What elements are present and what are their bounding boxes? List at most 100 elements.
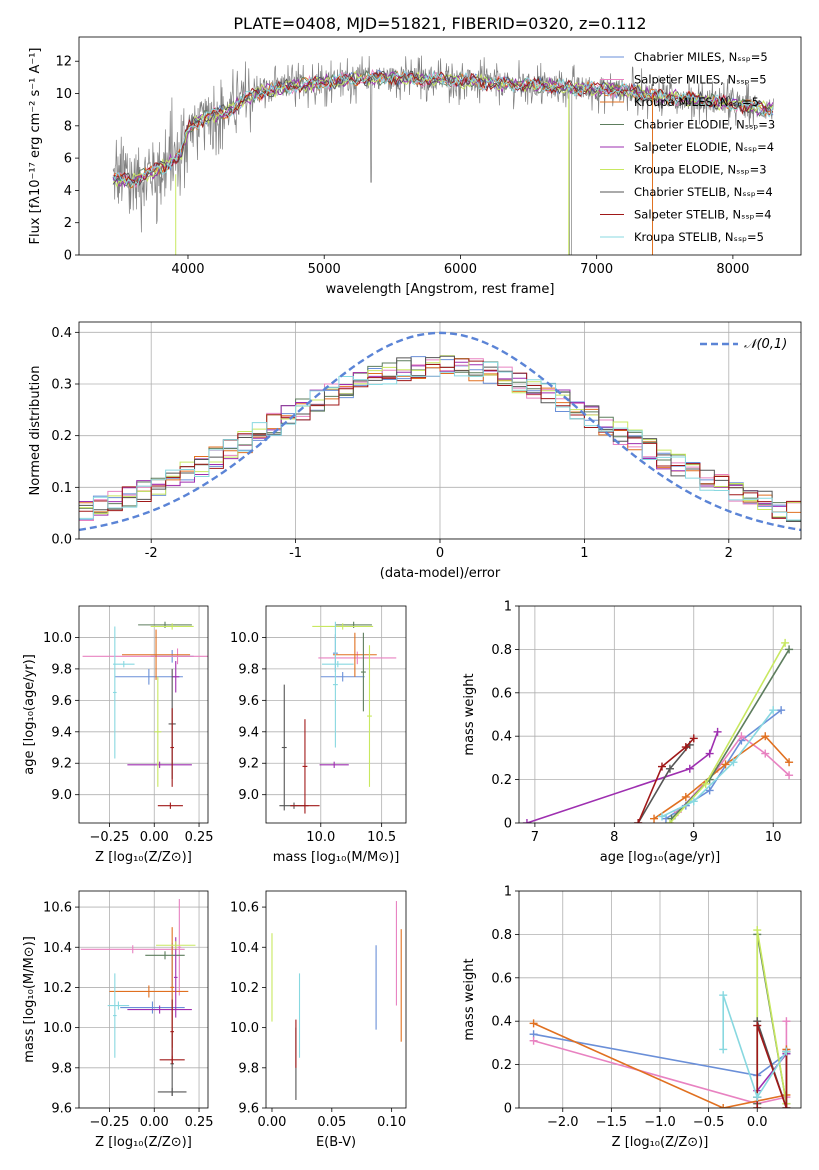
weight-marker <box>721 760 730 769</box>
axes-frame <box>265 605 407 824</box>
y-tick-label: 0.8 <box>491 643 512 658</box>
x-tick-label: 4000 <box>171 262 204 277</box>
weight-marker <box>785 758 794 767</box>
x-tick-label: 0.10 <box>377 1115 406 1130</box>
y-axis-label: age [log₁₀(age/yr)] <box>22 654 37 775</box>
weight-marker <box>713 727 722 736</box>
y-tick-label: 12 <box>55 55 72 70</box>
legend-entry-4: Salpeter ELODIE, Nₛₛₚ=4 <box>634 140 774 154</box>
panel-age-vs-Z: −0.25 0.00 0.25 9.0 9.2 9.4 9.6 9.8 10.0 Z [log₁₀… <box>22 605 214 865</box>
x-tick-label: 0.00 <box>140 1115 169 1130</box>
y-tick-label: 9.0 <box>238 788 259 803</box>
errorbar-point-10 <box>281 684 287 811</box>
x-tick-label: 0.00 <box>140 830 169 845</box>
errorbar-point-8 <box>173 937 178 1018</box>
y-tick-label: 9.6 <box>238 1102 259 1117</box>
spectrum-legend: Chabrier MILES, Nₛₛₚ=5 Salpeter MILES, Nₛ… <box>600 50 775 244</box>
axes-frame <box>265 890 407 1109</box>
weight-line-5 <box>756 929 788 1108</box>
x-axis-label: E(B-V) <box>316 1135 356 1150</box>
x-tick-label: 0.25 <box>185 1115 214 1130</box>
x-tick-label: −0.5 <box>693 1115 725 1130</box>
x-axis-label: (data-model)/error <box>380 566 501 581</box>
y-tick-label: 1 <box>504 600 512 615</box>
weight-marker <box>719 1104 728 1108</box>
errorbar-point-6 <box>145 951 185 960</box>
legend-entry-3: Chabrier ELODIE, Nₛₛₚ=3 <box>634 118 775 132</box>
x-tick-label: −0.25 <box>90 830 130 845</box>
panel-mass-vs-Z: −0.25 0.00 0.25 9.6 9.8 10.0 10.2 10.4 10.6 Z [lo… <box>22 890 214 1150</box>
errorbar-point-0 <box>320 672 365 682</box>
x-tick-label: 10.0 <box>306 830 335 845</box>
legend-entry-5: Kroupa ELODIE, Nₛₛₚ=3 <box>634 163 767 177</box>
y-tick-label: 10.6 <box>43 901 72 916</box>
panel-age-vs-mass: 10.0 10.5 9.0 9.2 9.4 9.6 9.8 10.0 mass [log₁₀(M… <box>230 605 407 865</box>
y-tick-label: 10.0 <box>230 1021 259 1036</box>
errorbar-point-8 <box>367 645 372 787</box>
errorbar-point-13 <box>322 661 354 668</box>
y-tick-label: 9.8 <box>51 1061 72 1076</box>
x-tick-label: −0.25 <box>90 1115 130 1130</box>
plot-area <box>519 891 801 1108</box>
weight-line-8 <box>661 709 774 818</box>
weight-marker <box>665 764 674 773</box>
y-tick-label: 0.8 <box>491 928 512 943</box>
panel-weight-vs-age: 7 8 9 10 0 0.2 0.4 0.6 0.8 1 age [log₁₀(age/yr)] ma… <box>462 600 802 865</box>
y-tick-label: 0.2 <box>51 429 72 444</box>
y-tick-label: 9.2 <box>238 757 259 772</box>
legend-entry-8: Kroupa STELIB, Nₛₛₚ=5 <box>634 230 764 244</box>
y-tick-label: 10.2 <box>230 981 259 996</box>
weight-line-4 <box>526 731 719 823</box>
x-tick-label: 8 <box>610 830 618 845</box>
x-tick-label: 10.5 <box>367 830 396 845</box>
axes-frame <box>518 605 802 824</box>
weight-marker <box>705 749 714 758</box>
weight-marker <box>529 1036 538 1045</box>
y-tick-label: 0.0 <box>51 533 72 548</box>
axes-frame <box>78 890 209 1109</box>
y-tick-label: 0.4 <box>51 326 72 341</box>
residual-histogram-7 <box>79 358 801 519</box>
y-axis-label: Flux [fλ10⁻¹⁷ erg cm⁻² s⁻¹ A⁻¹] <box>28 48 43 245</box>
errorbar-point-9 <box>156 941 196 950</box>
weight-marker <box>753 1021 762 1030</box>
y-axis-label: mass weight <box>462 673 477 755</box>
residual-histogram-8 <box>79 361 801 521</box>
weight-marker <box>657 762 666 771</box>
y-tick-label: 0 <box>504 817 512 832</box>
y-tick-label: 0.3 <box>51 378 72 393</box>
weight-marker <box>781 638 790 647</box>
x-tick-label: 1 <box>580 546 588 561</box>
model-line-8 <box>112 69 774 186</box>
weight-marker <box>634 819 643 823</box>
axes-frame <box>78 36 802 256</box>
x-tick-label: 7 <box>531 830 539 845</box>
x-tick-label: 6000 <box>444 262 477 277</box>
weight-marker <box>705 786 714 795</box>
plot-area <box>266 606 406 823</box>
errorbar-point-10 <box>157 802 183 809</box>
weight-marker <box>753 1093 762 1102</box>
panel-mass-vs-ebv: 0.00 0.05 0.10 9.6 9.8 10.0 10.2 10.4 10.6 E(B-V) <box>230 890 407 1150</box>
panel-weight-vs-Z: −2.0 −1.5 −1.0 −0.5 0.0 0 0.2 0.4 0.6 0.8 1 Z [log₁… <box>462 885 802 1150</box>
weight-marker <box>782 1017 791 1026</box>
y-tick-label: 0.4 <box>491 730 512 745</box>
x-tick-label: 8000 <box>716 262 749 277</box>
errorbar-point-7 <box>154 676 162 787</box>
weight-marker <box>650 814 659 823</box>
errorbar-point-15 <box>113 973 117 1058</box>
y-tick-label: 10.6 <box>230 901 259 916</box>
y-tick-label: 10 <box>55 87 72 102</box>
x-tick-label: -1 <box>289 546 302 561</box>
weight-marker <box>529 1019 538 1028</box>
gaussian-curve <box>79 331 801 532</box>
x-axis-label: age [log₁₀(age/yr)] <box>600 850 721 865</box>
x-tick-label: -2 <box>145 546 158 561</box>
weight-marker <box>657 812 666 821</box>
weight-line-7 <box>637 737 695 823</box>
errorbar-point-6 <box>319 761 349 768</box>
plot-area <box>79 891 208 1108</box>
x-tick-label: −1.5 <box>596 1115 628 1130</box>
x-axis-label: Z [log₁₀(Z/Z⊙)] <box>612 1135 709 1150</box>
